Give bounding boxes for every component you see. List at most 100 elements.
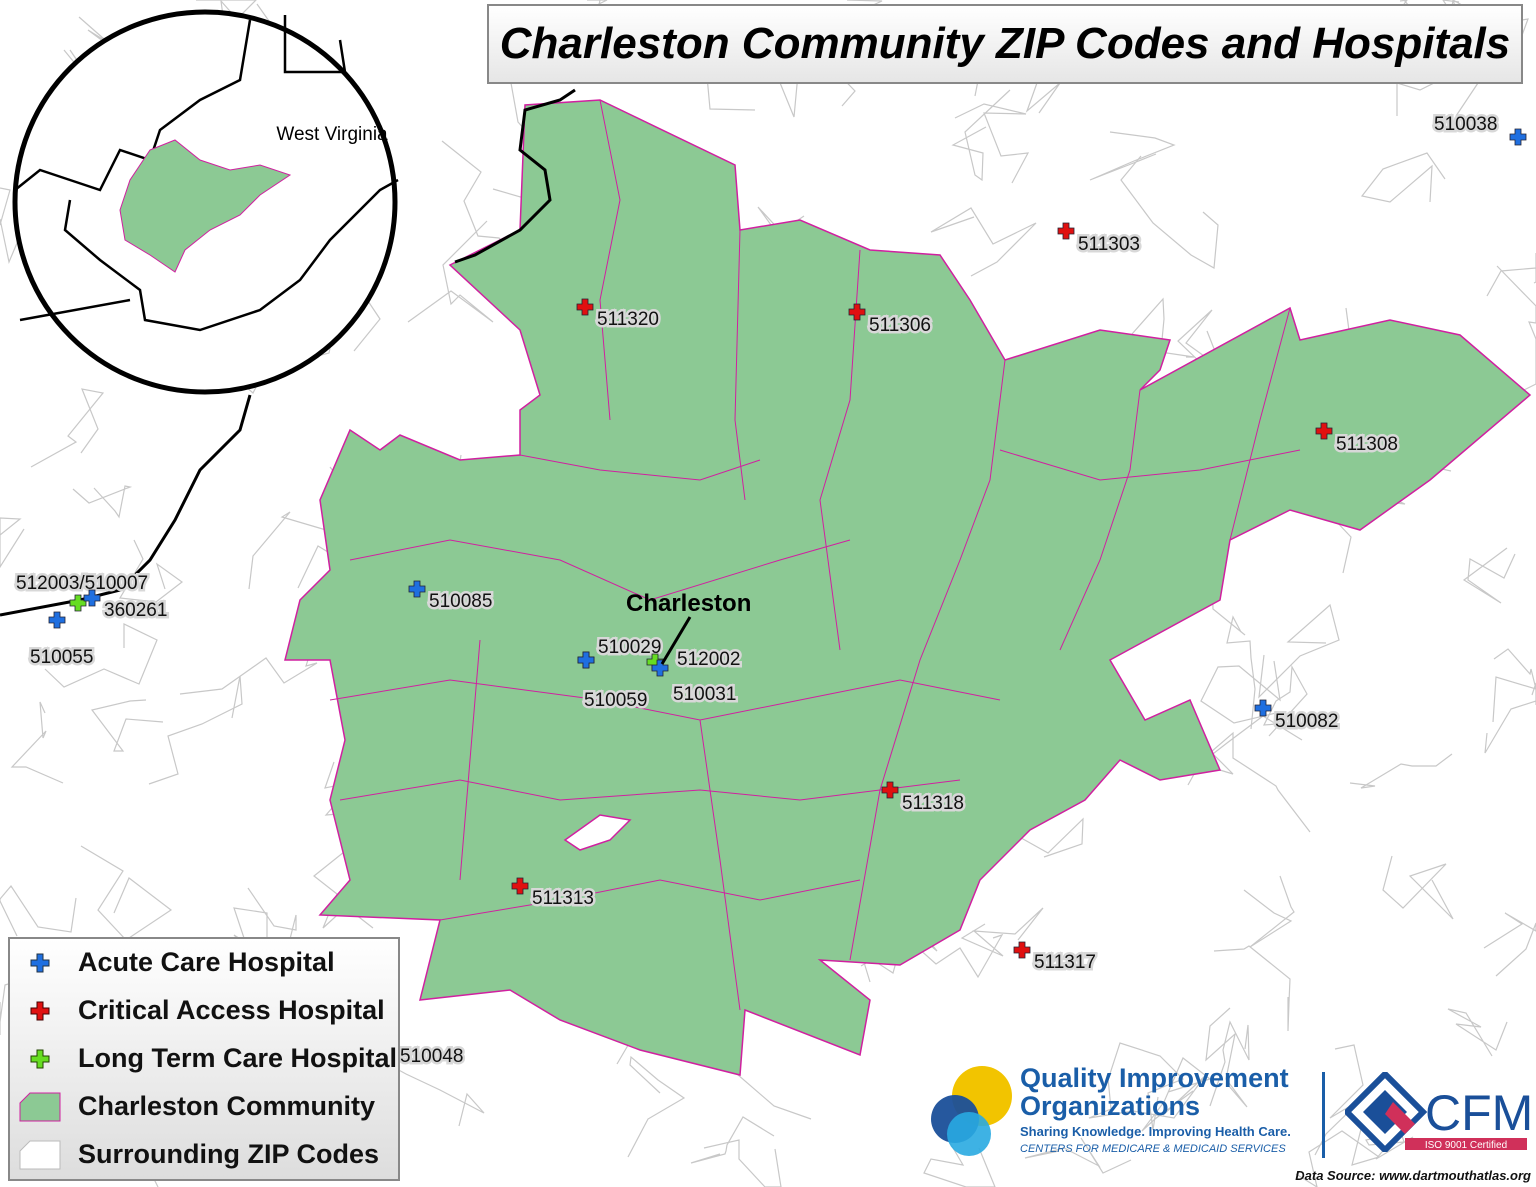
surrounding-zip-line (1105, 1042, 1185, 1131)
charleston-community-area (284, 99, 1532, 1076)
surrounding-zip-line (148, 675, 243, 785)
surrounding-zip-line (960, 907, 1044, 957)
surrounding-zip-line (1200, 660, 1281, 724)
surrounding-zip-line (1496, 265, 1536, 396)
surrounding-zip-line (1447, 1008, 1508, 1057)
legend-item-long-term: Long Term Care Hospital (10, 1035, 397, 1082)
hospital-marker-511318: 511318 (881, 781, 967, 817)
surrounding-zip-line (30, 388, 105, 468)
surrounding-zip-line (1462, 547, 1516, 604)
hospital-marker-510038: 510038 (1432, 112, 1527, 146)
hospital-marker-511320: 511320 (576, 298, 662, 333)
hospital-label: 510038 (1434, 114, 1497, 135)
hospital-marker-512002: 512002 (646, 647, 743, 673)
critical-hospital-cross-icon (881, 781, 899, 799)
legend-item-critical: Critical Access Hospital (10, 987, 385, 1034)
surrounding-zip-line (196, 0, 260, 45)
hospital-markers: 510038 511303 511320 511306 511308 512003/510… (14, 112, 1527, 1070)
city-leader-line (660, 616, 692, 665)
map-title-box: Charleston Community ZIP Codes and Hospi… (487, 4, 1523, 84)
blue-cross-icon (30, 953, 50, 972)
surrounding-zip-line (1349, 753, 1453, 789)
green-polygon-icon (19, 1092, 61, 1121)
community-zip-line (599, 99, 621, 421)
community-zip-line (734, 229, 746, 501)
critical-hospital-cross-icon (511, 877, 529, 895)
surrounding-zip-line (72, 485, 133, 519)
acute-hospital-cross-icon (48, 611, 66, 629)
surrounding-zip-line (1382, 855, 1454, 920)
surrounding-zip-line (1365, 1103, 1414, 1160)
community-zip-line (1229, 307, 1291, 541)
acute-hospital-cross-icon (651, 659, 669, 677)
hospital-label: 511303 (1078, 234, 1140, 255)
acute-hospital-cross-icon (1254, 699, 1272, 717)
surrounding-zip-line (1120, 155, 1219, 269)
inset-map: West Virginia (12, 9, 399, 395)
surrounding-zip-line (1088, 1075, 1206, 1119)
hospital-label: 511306 (869, 315, 931, 336)
community-zip-line (1059, 389, 1141, 651)
community-zip-line (519, 454, 761, 481)
surrounding-zip-line (1213, 945, 1291, 1032)
hospital-label: 510031 (673, 684, 736, 705)
surrounding-zip-line (703, 1139, 782, 1187)
hospital-label: 510048 (400, 1046, 463, 1067)
qio-logo-icon (931, 1066, 1012, 1156)
hospital-label: 511318 (902, 793, 964, 814)
surrounding-zip-line (930, 207, 1037, 277)
hospital-label: 510082 (1275, 711, 1338, 732)
surrounding-zip-line (690, 1116, 775, 1164)
hospital-label: 360261 (104, 600, 167, 621)
hospital-label: 512002 (677, 649, 740, 670)
hospital-marker-511313: 511313 (511, 877, 597, 912)
hospital-marker-511308: 511308 (1315, 422, 1401, 458)
svg-text:CFMC: CFMC (1425, 1085, 1530, 1141)
cfmc-logo: CFMC ISO 9001 Certified (1345, 1072, 1530, 1152)
surrounding-zip-line (923, 1133, 996, 1187)
hospital-marker-510059: 510059 (577, 651, 650, 714)
qio-text: Quality Improvement Organizations Sharin… (1020, 1063, 1291, 1155)
inset-state-label: West Virginia (276, 124, 388, 145)
surrounding-zip-line (1243, 875, 1295, 948)
red-cross-icon (30, 1001, 50, 1020)
surrounding-zip-line (90, 699, 164, 752)
surrounding-zip-line (1209, 1020, 1250, 1107)
surrounding-zip-line (0, 885, 77, 937)
surrounding-zip-line (1024, 1137, 1132, 1174)
surrounding-zip-line (1141, 1057, 1212, 1132)
hospital-label: 511313 (532, 888, 594, 909)
surrounding-zip-line (1492, 648, 1536, 723)
acute-hospital-cross-icon (1509, 128, 1527, 146)
hospital-label: 511317 (1034, 952, 1096, 973)
acute-hospital-cross-icon (408, 580, 426, 598)
hospital-label: 510059 (584, 690, 647, 711)
community-zip-line (999, 449, 1301, 481)
green-cross-icon (30, 1049, 50, 1068)
city-label-charleston: Charleston (626, 590, 751, 617)
community-zip-line (349, 539, 851, 601)
surrounding-zip-line (1314, 1044, 1364, 1156)
critical-hospital-cross-icon (1013, 941, 1031, 959)
hospital-marker-510031: 510031 (651, 659, 739, 708)
hospital-marker-510082: 510082 (1254, 699, 1341, 735)
hospital-label: 510055 (30, 647, 93, 668)
surrounding-zip-line (10, 701, 64, 784)
hospital-marker-360261: 360261 (83, 589, 170, 624)
critical-hospital-cross-icon (1315, 422, 1333, 440)
surrounding-zip-line (951, 89, 1011, 182)
hospital-marker-511303: 511303 (1057, 222, 1143, 258)
surrounding-zip-line (119, 539, 184, 603)
hospital-marker-510085: 510085 (408, 580, 495, 615)
surrounding-zip-line (80, 845, 173, 941)
hospital-label: 512003/510007 (16, 573, 148, 594)
surrounding-zip-line (1226, 615, 1256, 730)
surrounding-zip-line (1484, 682, 1536, 754)
legend-item-acute: Acute Care Hospital (10, 939, 335, 986)
critical-hospital-cross-icon (1057, 222, 1075, 240)
critical-hospital-cross-icon (576, 298, 594, 316)
acute-hospital-cross-icon (83, 589, 101, 607)
community-zip-line (459, 639, 481, 881)
legend: Acute Care Hospital Critical Access Hosp… (8, 937, 400, 1181)
